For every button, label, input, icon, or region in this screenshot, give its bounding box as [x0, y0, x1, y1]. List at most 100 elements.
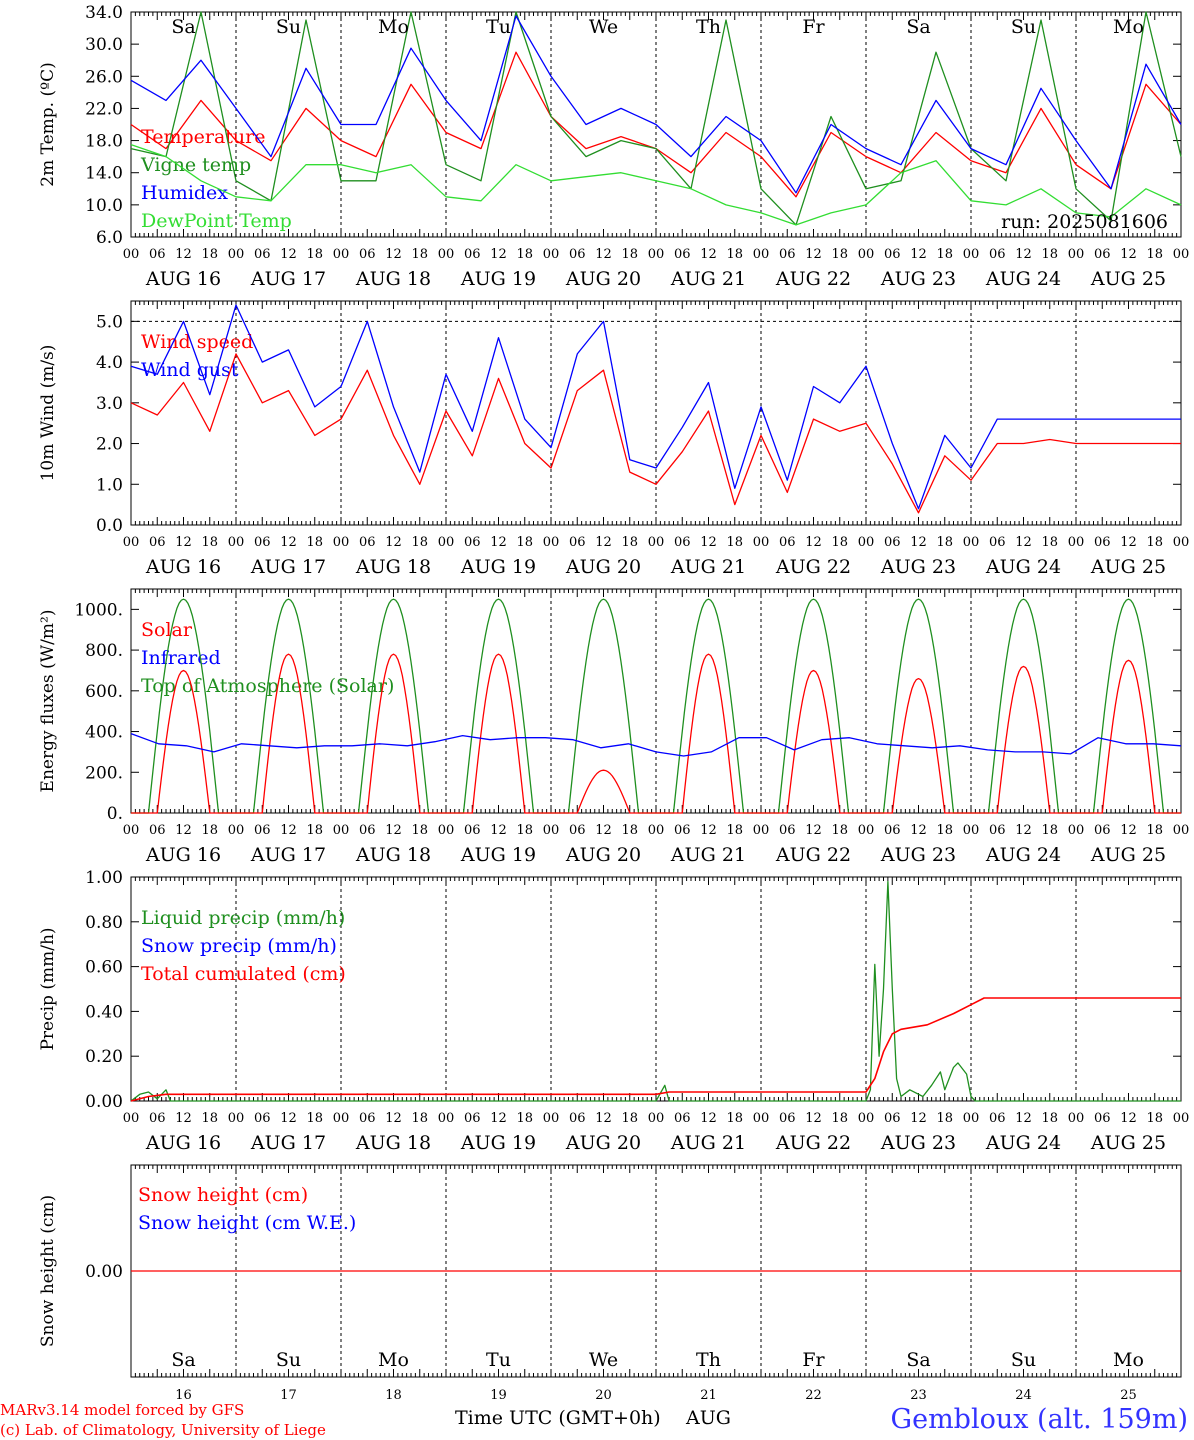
energy-hour-label: 18 — [1041, 823, 1058, 838]
weekday-bottom-label: Su — [276, 1349, 301, 1371]
temp-hour-label: 06 — [1094, 247, 1111, 262]
temp-hour-label: 12 — [910, 247, 927, 262]
energy-hour-label: 12 — [175, 823, 192, 838]
wind-hour-label: 06 — [779, 535, 796, 550]
precip-hour-label: 06 — [674, 1111, 691, 1126]
x-axis-label: Time UTC (GMT+0h) — [455, 1407, 661, 1429]
temp-date-label: AUG 20 — [565, 268, 641, 290]
energy-hour-label: 00 — [1173, 823, 1190, 838]
model-credit: MARv3.14 model forced by GFS — [0, 1401, 244, 1419]
wind-ytick-label: 3.0 — [96, 394, 123, 414]
temp-hour-label: 06 — [989, 247, 1006, 262]
temp-series-humidex — [130, 15, 1182, 194]
energy-hour-label: 12 — [595, 823, 612, 838]
temp-hour-label: 12 — [805, 247, 822, 262]
precip-date-label: AUG 22 — [775, 1132, 851, 1154]
day-number-label: 16 — [175, 1388, 192, 1403]
weekday-bottom-label: We — [589, 1349, 618, 1371]
temp-hour-label: 00 — [1173, 247, 1190, 262]
temp-hour-label: 06 — [884, 247, 901, 262]
temp-hour-label: 12 — [175, 247, 192, 262]
wind-hour-label: 06 — [884, 535, 901, 550]
wind-date-label: AUG 20 — [565, 556, 641, 578]
wind-hour-label: 18 — [936, 535, 953, 550]
wind-date-label: AUG 16 — [145, 556, 221, 578]
precip-legend-item: Total cumulated (cm) — [141, 963, 346, 985]
temp-date-label: AUG 17 — [250, 268, 326, 290]
temp-hour-label: 12 — [700, 247, 717, 262]
precip-date-label: AUG 19 — [460, 1132, 536, 1154]
energy-hour-label: 00 — [963, 823, 980, 838]
energy-series-infrared — [130, 732, 1182, 757]
energy-hour-label: 12 — [1120, 823, 1137, 838]
precip-hour-label: 00 — [1068, 1111, 1085, 1126]
energy-hour-label: 00 — [1068, 823, 1085, 838]
energy-hour-label: 00 — [648, 823, 665, 838]
precip-hour-label: 00 — [858, 1111, 875, 1126]
precip-hour-label: 06 — [149, 1111, 166, 1126]
temp-hour-label: 06 — [464, 247, 481, 262]
precip-date-label: AUG 23 — [880, 1132, 956, 1154]
wind-date-label: AUG 18 — [355, 556, 431, 578]
energy-hour-label: 18 — [831, 823, 848, 838]
wind-hour-label: 12 — [910, 535, 927, 550]
energy-hour-label: 00 — [543, 823, 560, 838]
wind-hour-label: 00 — [438, 535, 455, 550]
precip-hour-label: 00 — [543, 1111, 560, 1126]
day-number-label: 23 — [910, 1388, 927, 1403]
precip-hour-label: 18 — [1146, 1111, 1163, 1126]
temp-hour-label: 18 — [831, 247, 848, 262]
energy-panel: 0. 200. 400. 600. 800. 1000. Energy fluxes (W/… — [38, 588, 1190, 866]
wind-ytick-label: 4.0 — [96, 353, 123, 373]
weekday-bottom-label: Sa — [171, 1349, 195, 1371]
energy-hour-label: 18 — [621, 823, 638, 838]
wind-hour-label: 18 — [621, 535, 638, 550]
weekday-bottom-label: Tu — [486, 1349, 511, 1371]
energy-ytick-label: 1000. — [74, 600, 123, 620]
precip-hour-label: 06 — [569, 1111, 586, 1126]
precip-ytick-label: 0.20 — [85, 1047, 123, 1067]
precip-ytick-label: 0.40 — [85, 1002, 123, 1022]
wind-hour-label: 00 — [1173, 535, 1190, 550]
wind-hour-label: 06 — [254, 535, 271, 550]
weekday-bottom-label: Sa — [906, 1349, 930, 1371]
precip-hour-label: 12 — [595, 1111, 612, 1126]
energy-hour-label: 00 — [438, 823, 455, 838]
wind-hour-label: 18 — [201, 535, 218, 550]
precip-ytick-label: 0.00 — [85, 1092, 123, 1112]
energy-ytick-label: 0. — [107, 804, 123, 824]
temp-date-label: AUG 25 — [1090, 268, 1166, 290]
weekday-label: Mo — [378, 16, 409, 38]
energy-ytick-label: 400. — [85, 723, 123, 743]
energy-hour-label: 12 — [280, 823, 297, 838]
temp-legend-item: Vigne temp — [140, 154, 251, 176]
temp-hour-label: 18 — [936, 247, 953, 262]
energy-hour-label: 12 — [910, 823, 927, 838]
wind-hour-label: 12 — [805, 535, 822, 550]
precip-hour-label: 12 — [910, 1111, 927, 1126]
temp-legend-item: Humidex — [141, 182, 228, 204]
energy-ytick-label: 600. — [85, 682, 123, 702]
energy-hour-label: 18 — [726, 823, 743, 838]
wind-date-label: AUG 22 — [775, 556, 851, 578]
lab-credit: (c) Lab. of Climatology, University of L… — [0, 1421, 326, 1439]
wind-hour-label: 18 — [1146, 535, 1163, 550]
wind-hour-label: 18 — [306, 535, 323, 550]
energy-date-label: AUG 21 — [670, 844, 746, 866]
temp-ytick-label: 34.0 — [85, 3, 123, 23]
energy-hour-label: 06 — [779, 823, 796, 838]
wind-ylabel: 10m Wind (m/s) — [38, 345, 58, 482]
temp-date-label: AUG 19 — [460, 268, 536, 290]
precip-hour-label: 00 — [963, 1111, 980, 1126]
temp-hour-label: 00 — [438, 247, 455, 262]
precip-hour-label: 12 — [700, 1111, 717, 1126]
temp-hour-label: 00 — [858, 247, 875, 262]
temp-hour-label: 00 — [543, 247, 560, 262]
wind-hour-label: 12 — [490, 535, 507, 550]
temp-date-label: AUG 18 — [355, 268, 431, 290]
wind-date-label: AUG 21 — [670, 556, 746, 578]
precip-hour-label: 06 — [779, 1111, 796, 1126]
precip-hour-label: 12 — [280, 1111, 297, 1126]
precip-hour-label: 12 — [1015, 1111, 1032, 1126]
temp-hour-label: 00 — [228, 247, 245, 262]
